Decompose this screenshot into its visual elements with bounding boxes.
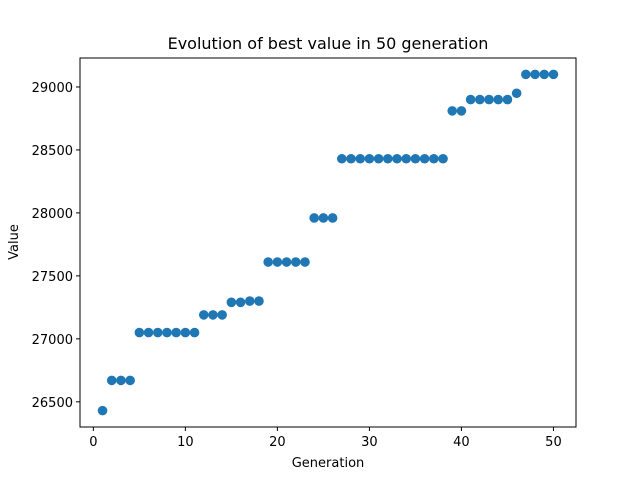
- data-point: [447, 106, 458, 116]
- data-point: [410, 153, 421, 164]
- data-point: [116, 375, 126, 386]
- data-points: [97, 69, 559, 416]
- data-point: [511, 88, 522, 99]
- data-point: [143, 327, 154, 338]
- data-point: [355, 153, 366, 164]
- data-point: [401, 153, 412, 164]
- y-tick-label: 28000: [32, 207, 73, 222]
- data-point: [97, 405, 108, 416]
- data-point: [438, 153, 448, 164]
- y-tick-label: 29000: [32, 81, 73, 96]
- data-point: [290, 257, 301, 267]
- data-point: [465, 94, 476, 105]
- x-tick-label: 40: [453, 435, 470, 450]
- data-point: [244, 296, 255, 306]
- data-point: [162, 327, 172, 338]
- data-point: [493, 94, 504, 105]
- data-point: [189, 327, 200, 338]
- y-tick-label: 27000: [32, 333, 73, 348]
- data-point: [217, 310, 227, 320]
- data-point: [429, 153, 439, 164]
- data-point: [327, 213, 338, 223]
- y-tick-label: 28500: [32, 144, 73, 159]
- data-point: [318, 213, 329, 223]
- plot-frame: [79, 57, 577, 428]
- data-point: [373, 153, 384, 164]
- data-point: [364, 153, 375, 164]
- data-point: [521, 69, 531, 80]
- data-point: [272, 257, 283, 267]
- data-point: [226, 297, 237, 308]
- data-point: [125, 375, 135, 386]
- data-point: [383, 153, 393, 164]
- chart-title: Evolution of best value in 50 generation: [168, 34, 489, 53]
- x-tick-label: 20: [269, 435, 286, 450]
- data-point: [502, 94, 513, 105]
- data-point: [484, 94, 494, 105]
- data-point: [171, 327, 181, 338]
- data-point: [456, 106, 467, 116]
- data-point: [208, 310, 218, 320]
- data-point: [134, 327, 145, 338]
- data-point: [392, 153, 402, 164]
- y-axis-label: Value: [7, 224, 22, 260]
- data-point: [152, 327, 163, 338]
- y-tick-label: 26500: [32, 396, 73, 411]
- data-point: [106, 375, 117, 386]
- data-point: [300, 257, 310, 267]
- data-point: [530, 69, 540, 80]
- data-point: [548, 69, 559, 80]
- x-tick-label: 10: [177, 435, 194, 450]
- data-point: [419, 153, 430, 164]
- x-tick-label: 0: [89, 435, 97, 450]
- y-tick-label: 27500: [32, 270, 73, 285]
- data-point: [180, 327, 191, 338]
- y-axis: 26500 27000 27500 28000 28500 29000: [32, 81, 80, 411]
- data-point: [198, 310, 209, 320]
- data-point: [309, 213, 319, 223]
- x-tick-label: 50: [545, 435, 562, 450]
- data-point: [346, 153, 356, 164]
- x-axis: 0 10 20 30 40 50: [89, 427, 562, 450]
- data-point: [337, 153, 347, 164]
- data-point: [539, 69, 550, 80]
- data-point: [235, 297, 246, 308]
- data-point: [254, 296, 264, 306]
- x-tick-label: 30: [361, 435, 378, 450]
- data-point: [263, 257, 273, 267]
- data-point: [281, 257, 292, 267]
- x-axis-label: Generation: [292, 456, 365, 471]
- data-point: [475, 94, 485, 105]
